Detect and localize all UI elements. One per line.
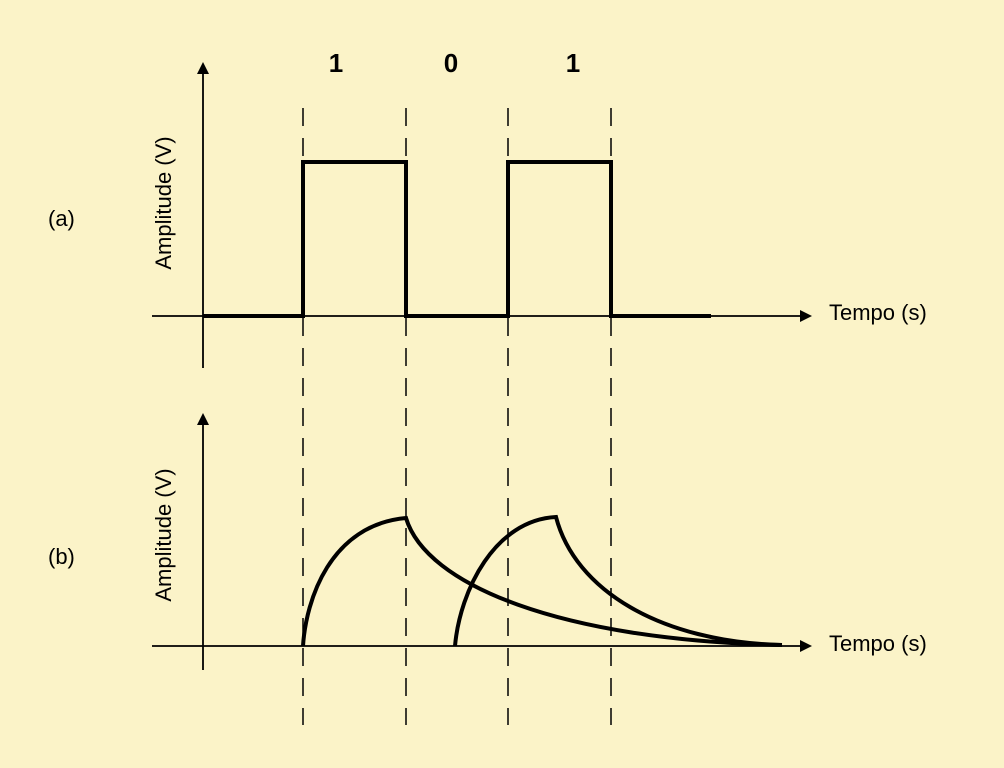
panel-a-label: (a) bbox=[48, 206, 75, 231]
bit-label-3: 1 bbox=[566, 48, 580, 78]
panel-a-x-axis-label: Tempo (s) bbox=[829, 300, 927, 325]
panel-a: (a) Amplitude (V) Tempo (s) bbox=[48, 62, 927, 368]
square-wave-signal bbox=[203, 160, 711, 318]
distorted-pulse-1 bbox=[301, 515, 781, 647]
bit-label-2: 0 bbox=[444, 48, 458, 78]
panel-b-x-axis-label: Tempo (s) bbox=[829, 631, 927, 656]
panel-b: (b) Amplitude (V) Tempo (s) bbox=[48, 413, 927, 670]
panel-b-y-axis-label: Amplitude (V) bbox=[151, 468, 176, 601]
bit-label-1: 1 bbox=[329, 48, 343, 78]
panel-a-y-axis-label: Amplitude (V) bbox=[151, 136, 176, 269]
panel-b-label: (b) bbox=[48, 544, 75, 569]
distorted-pulse-2 bbox=[453, 514, 783, 647]
